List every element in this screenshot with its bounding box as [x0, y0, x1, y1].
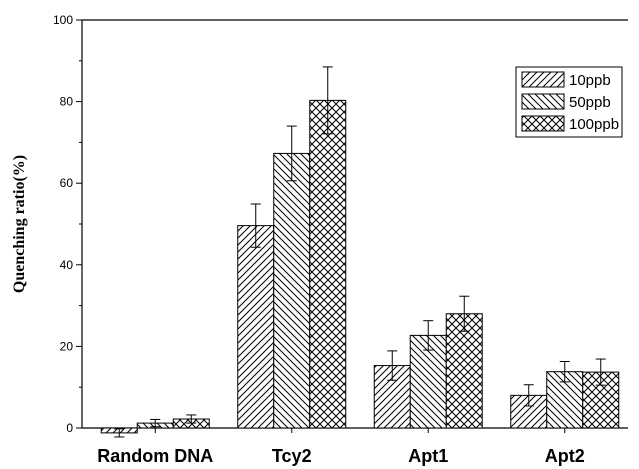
bar — [309, 99, 347, 429]
y-axis-label: Quenching ratio(%) — [11, 155, 28, 293]
legend-entry: 10ppb — [569, 72, 611, 89]
legend-swatch — [521, 115, 565, 132]
legend-entry: 50ppb — [569, 94, 611, 111]
bar — [237, 225, 275, 429]
bar — [409, 334, 447, 429]
x-tick-label: Tcy2 — [272, 446, 312, 466]
y-tick-label: 80 — [60, 95, 74, 109]
y-tick-label: 40 — [60, 258, 74, 272]
y-tick-label: 60 — [60, 176, 74, 190]
x-tick-label: Apt1 — [408, 446, 448, 466]
y-tick-label: 100 — [53, 13, 73, 27]
legend: 10ppb 50ppb 100ppb — [515, 66, 623, 138]
bar — [273, 152, 311, 429]
legend-swatch — [521, 71, 565, 88]
bar — [373, 365, 411, 429]
y-tick-label: 0 — [66, 421, 73, 435]
bars — [100, 66, 620, 438]
legend-swatch — [521, 93, 565, 110]
bar — [445, 313, 483, 429]
bar — [546, 371, 584, 429]
y-tick-label: 20 — [60, 339, 74, 353]
legend-entry: 100ppb — [569, 116, 619, 133]
x-tick-label: Apt2 — [545, 446, 585, 466]
x-tick-label: Random DNA — [97, 446, 213, 466]
